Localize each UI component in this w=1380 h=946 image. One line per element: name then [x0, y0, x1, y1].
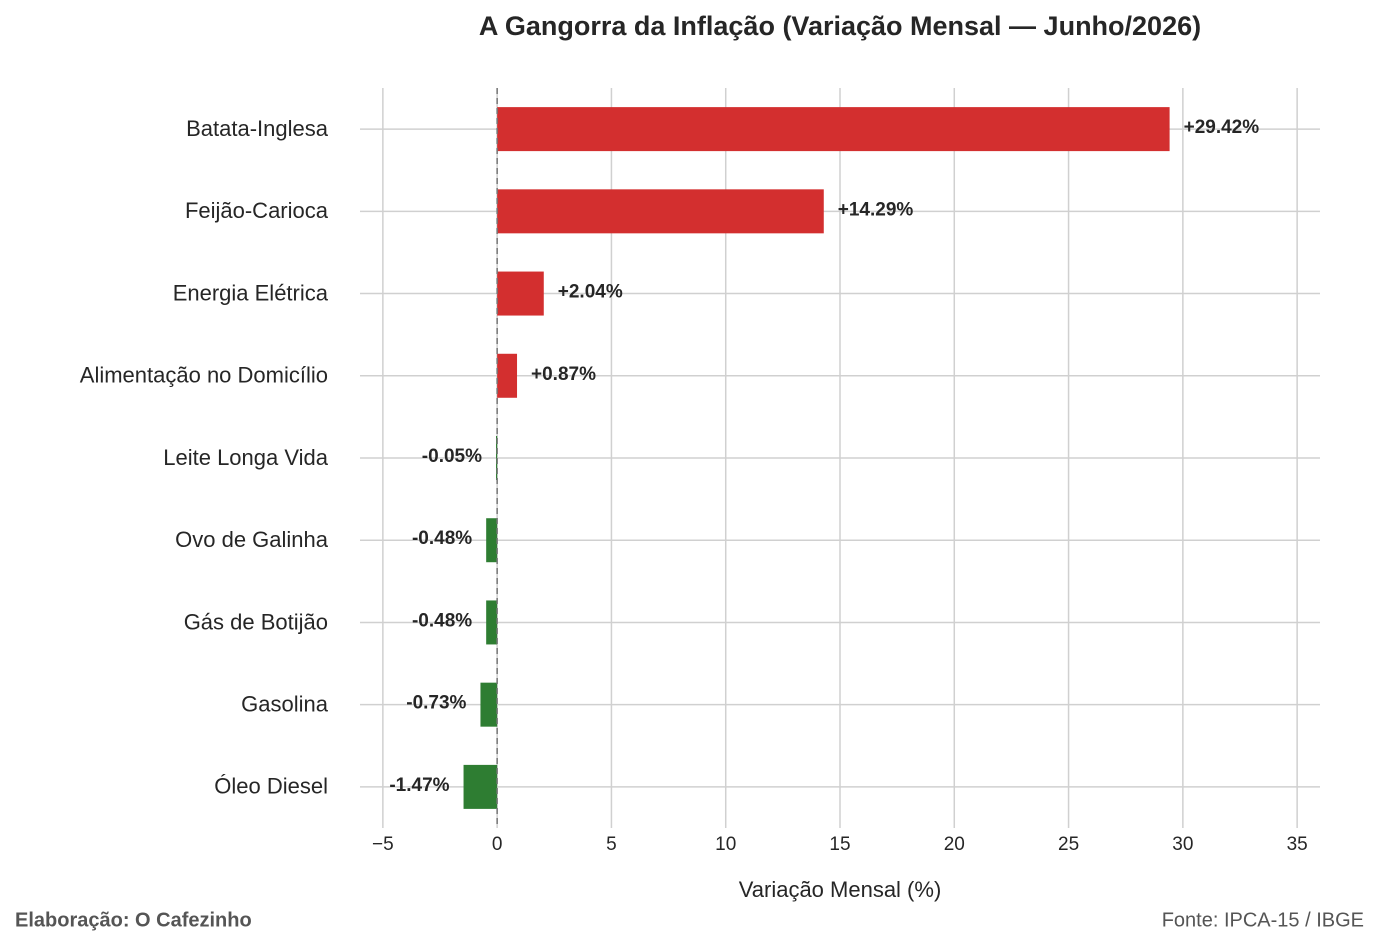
- y-tick-label: Feijão-Carioca: [185, 198, 329, 223]
- bar: [497, 107, 1170, 152]
- bar: [497, 189, 824, 234]
- x-tick-label: 0: [492, 834, 503, 855]
- value-label: +29.42%: [1184, 117, 1260, 138]
- footer-right: Fonte: IPCA-15 / IBGE: [1162, 909, 1364, 931]
- x-tick-label: 5: [606, 834, 617, 855]
- bar: [486, 600, 498, 645]
- value-label: -0.73%: [406, 693, 466, 714]
- value-label: -0.48%: [412, 528, 472, 549]
- y-tick-label: Alimentação no Domicílio: [80, 363, 328, 388]
- bar: [480, 682, 498, 727]
- value-label: +2.04%: [558, 282, 623, 303]
- y-tick-label: Energia Elétrica: [173, 280, 329, 305]
- value-label: +0.87%: [531, 364, 596, 385]
- bar: [463, 764, 498, 809]
- x-tick-label: 35: [1287, 834, 1308, 855]
- bar: [486, 518, 498, 563]
- y-tick-label: Gás de Botijão: [184, 609, 328, 634]
- x-tick-label: 25: [1058, 834, 1079, 855]
- bar: [497, 353, 518, 398]
- value-label: -0.48%: [412, 610, 472, 631]
- x-tick-label: 10: [715, 834, 736, 855]
- value-label: -0.05%: [422, 446, 482, 467]
- y-tick-label: Batata-Inglesa: [186, 116, 329, 141]
- y-tick-label: Óleo Diesel: [214, 774, 328, 799]
- x-tick-label: 30: [1172, 834, 1193, 855]
- y-tick-label: Gasolina: [241, 691, 329, 716]
- footer-left: Elaboração: O Cafezinho: [15, 909, 252, 931]
- x-axis-label: Variação Mensal (%): [739, 877, 942, 902]
- value-label: -1.47%: [389, 775, 449, 796]
- x-tick-label: 15: [829, 834, 850, 855]
- y-tick-label: Ovo de Galinha: [175, 527, 329, 552]
- x-tick-label: 20: [944, 834, 965, 855]
- value-label: +14.29%: [838, 199, 914, 220]
- x-tick-label: −5: [372, 834, 394, 855]
- y-tick-label: Leite Longa Vida: [163, 445, 329, 470]
- bar: [497, 271, 544, 316]
- chart-title: A Gangorra da Inflação (Variação Mensal …: [479, 11, 1201, 41]
- plot-area: −5 0 5 10 15 20 25 30 35 Batata-Inglesa +29.42% Fei…: [80, 88, 1320, 855]
